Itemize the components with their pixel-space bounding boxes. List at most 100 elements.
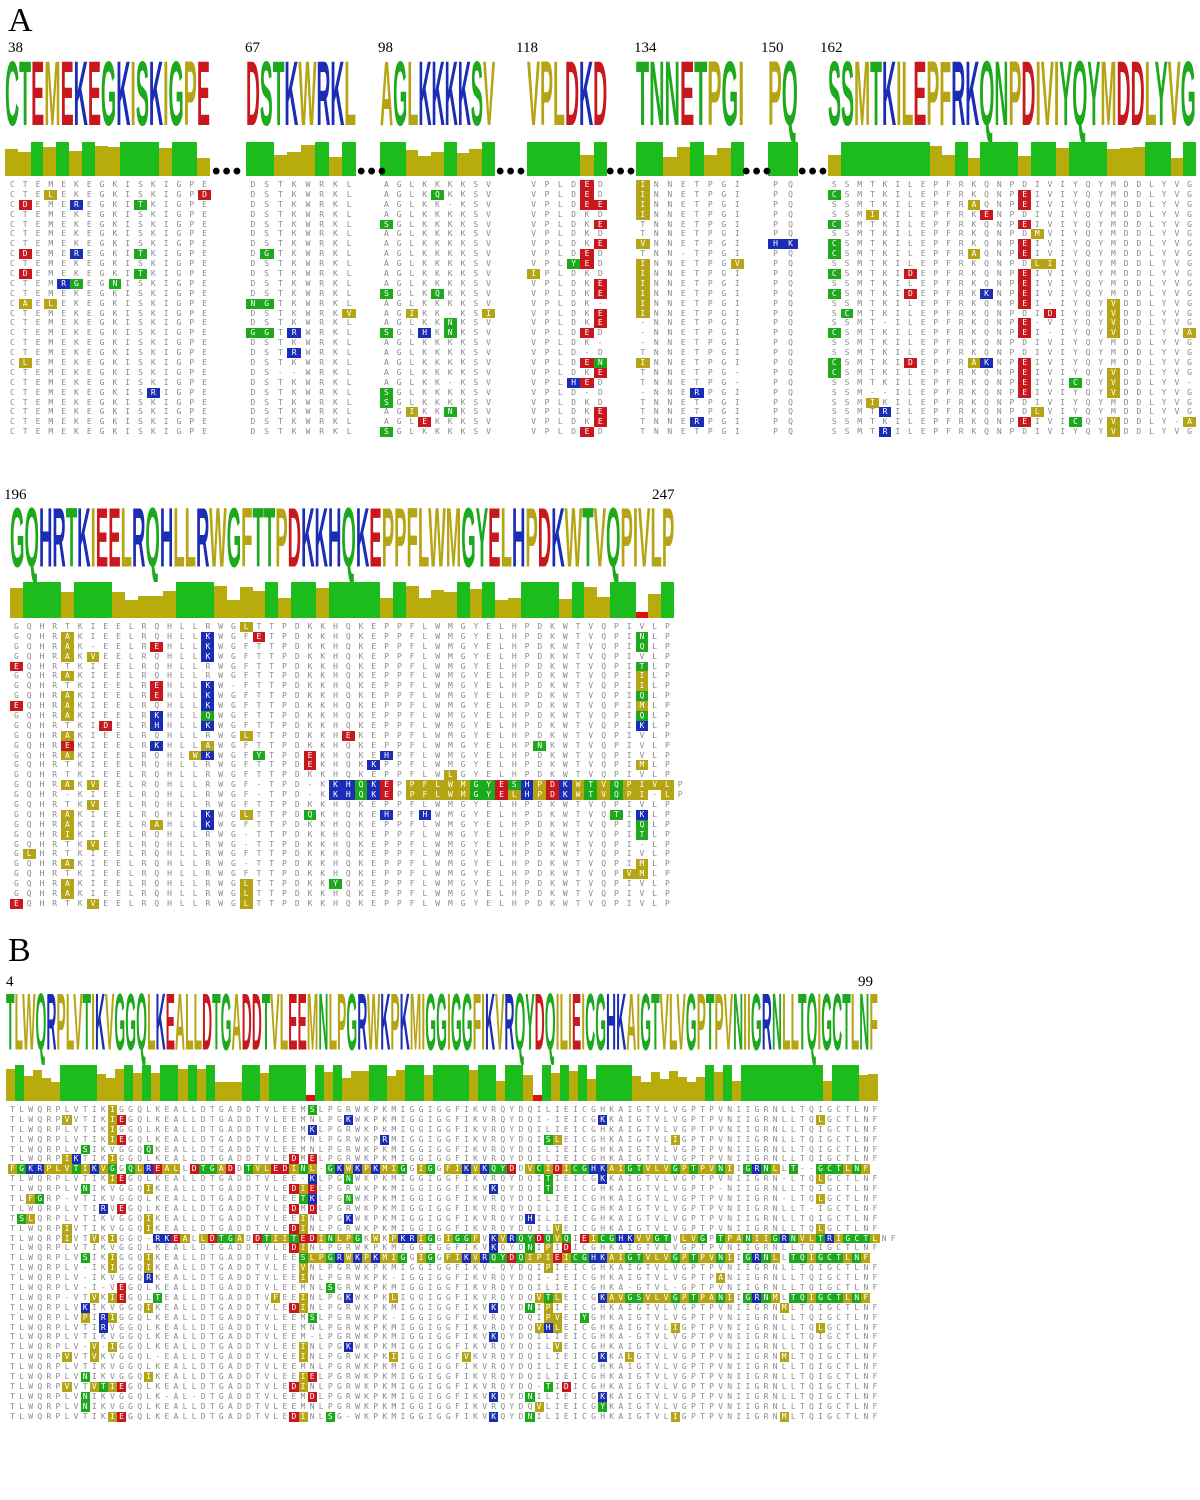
conservation-bar <box>783 142 798 176</box>
conservation-bar <box>273 155 288 176</box>
conservation-bar <box>56 142 70 176</box>
position-number: 134 <box>634 40 657 56</box>
conservation-bar <box>992 142 1006 176</box>
conservation-bar <box>1069 142 1082 176</box>
conservation-bar <box>459 1065 469 1101</box>
conservation-bar <box>81 142 95 176</box>
conservation-bar <box>597 596 610 618</box>
conservation-bar <box>151 1073 161 1101</box>
conservation-bar <box>259 142 274 176</box>
conservation-bar <box>405 149 419 176</box>
conservation-bar <box>15 1065 25 1101</box>
conservation-bar <box>723 1065 733 1101</box>
conservation-bar <box>6 1068 16 1101</box>
conservation-bar <box>87 1065 97 1101</box>
conservation-bar <box>380 597 393 618</box>
conservation-bar <box>632 1076 642 1101</box>
conservation-bar <box>290 582 304 618</box>
conservation-bar <box>768 1065 778 1101</box>
conservation-bar <box>768 142 783 176</box>
sequence-logo-block: PQ <box>768 60 798 142</box>
conservation-bar <box>160 1065 170 1101</box>
conservation-bar <box>69 1065 79 1101</box>
conservation-bar <box>546 582 559 618</box>
conservation-bar <box>469 589 483 618</box>
conservation-bar <box>252 591 266 618</box>
logo-letters: TNNETPGI <box>636 60 744 142</box>
conservation-bar <box>239 587 253 618</box>
conservation-bar <box>550 1072 560 1101</box>
conservation-bar <box>929 145 943 176</box>
conservation-bar <box>405 585 419 618</box>
conservation-bar <box>450 1065 460 1101</box>
conservation-bar <box>17 152 31 176</box>
conservation-bar <box>61 591 74 618</box>
conservation-bar <box>1005 142 1019 176</box>
ellipsis-separator: ••• <box>742 158 774 185</box>
conservation-bar <box>114 1069 125 1101</box>
conservation-bar <box>187 1065 197 1101</box>
ellipsis-separator: ••• <box>496 158 528 185</box>
position-number: 99 <box>858 974 873 990</box>
conservation-bar <box>431 152 444 176</box>
conservation-bar <box>580 155 594 176</box>
position-number: 162 <box>820 40 843 56</box>
conservation-bar <box>732 1081 742 1101</box>
conservation-bar <box>188 582 202 618</box>
conservation-bar <box>1018 155 1031 176</box>
conservation-bar <box>142 1065 152 1101</box>
conservation-bar <box>133 1073 143 1101</box>
conservation-bar <box>158 147 172 176</box>
conservation-bar <box>777 1065 787 1101</box>
conservation-bar <box>367 582 381 618</box>
conservation-bar <box>30 142 44 176</box>
conservation-bar <box>145 142 159 176</box>
conservation-bar <box>150 596 164 618</box>
conservation-bar <box>553 142 567 176</box>
